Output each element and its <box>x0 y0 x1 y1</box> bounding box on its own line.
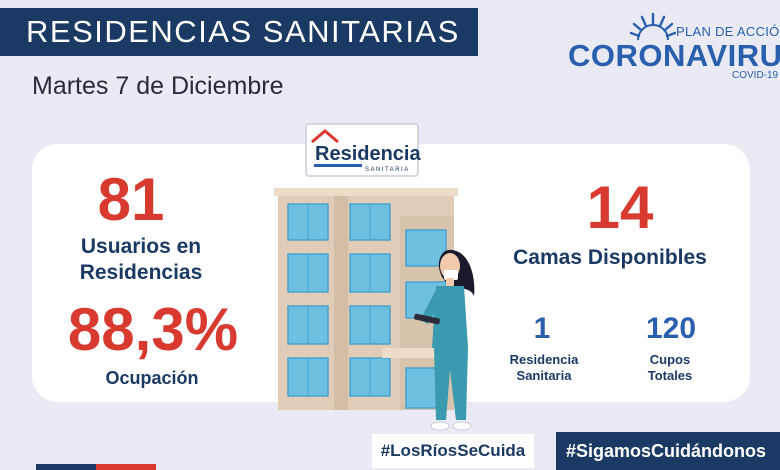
nurse-figure <box>414 249 475 431</box>
plan-label: PLAN DE ACCIÓN <box>676 24 780 39</box>
residences-label-line1: Residencia <box>509 352 579 367</box>
sign-sub: SANITARIA <box>365 167 410 173</box>
coronavirus-label: CORONAVIRUS <box>568 38 780 73</box>
users-label-line2: Residencias <box>79 261 203 284</box>
building-windows <box>287 203 447 409</box>
cupos-label-line1: Cupos <box>649 352 691 367</box>
users-label: Usuarios en Residencias <box>42 234 240 286</box>
date-label: Martes 7 de Diciembre <box>32 72 284 100</box>
cupos-label: Cupos Totales <box>620 352 720 384</box>
users-value: 81 <box>97 166 165 233</box>
coronavirus-plan-logo: PLAN DE ACCIÓN CORONAVIRUS COVID-19 <box>566 12 780 84</box>
residences-label-line2: Sanitaria <box>516 368 572 383</box>
cupos-value: 120 <box>645 312 697 345</box>
page-title: RESIDENCIAS SANITARIAS <box>0 8 478 56</box>
flag-stripe <box>36 464 156 470</box>
beds-value: 14 <box>586 174 654 241</box>
sign-stripe-blue <box>314 164 362 167</box>
residence-building-illustration: Residencia SANITARIA <box>274 123 475 431</box>
hashtag-los-rios: #LosRíosSeCuida <box>372 434 534 468</box>
users-label-line1: Usuarios en <box>80 235 202 258</box>
cupos-label-line2: Totales <box>647 368 693 383</box>
beds-label: Camas Disponibles <box>513 246 707 269</box>
sunburst-icon <box>630 12 676 41</box>
residences-label: Residencia Sanitaria <box>494 352 594 384</box>
covid-label: COVID-19 <box>732 70 779 81</box>
sign-name: Residencia <box>315 143 421 165</box>
occupancy-value: 88,3% <box>67 296 239 363</box>
occupancy-label: Ocupación <box>105 368 199 388</box>
residences-value: 1 <box>533 312 551 345</box>
hashtag-sigamos: #SigamosCuidándonos <box>556 432 780 470</box>
